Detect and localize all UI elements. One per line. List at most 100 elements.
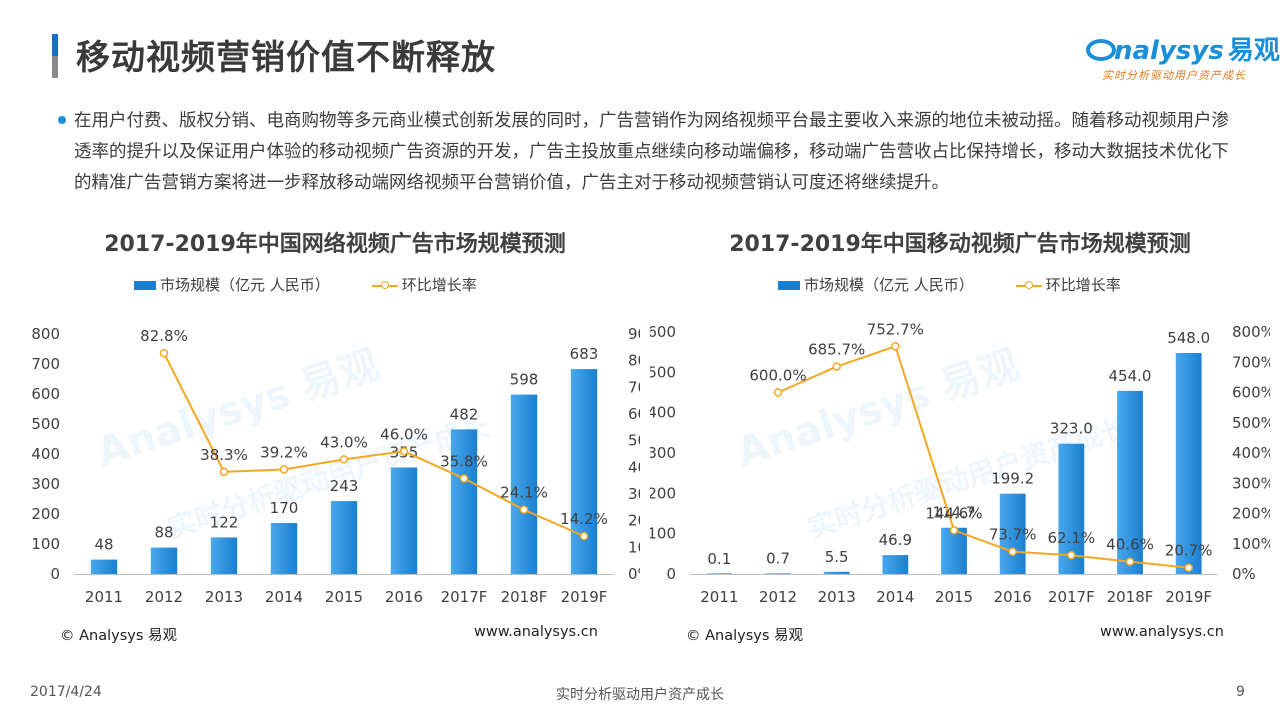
y-tick-right: 70% xyxy=(628,378,640,396)
x-tick-label: 2018F xyxy=(501,588,548,606)
x-tick-label: 2011 xyxy=(85,588,123,606)
x-tick-label: 2015 xyxy=(935,588,973,606)
growth-label: 144.6% xyxy=(925,504,982,522)
y-tick-right: 600% xyxy=(1232,384,1270,402)
growth-point xyxy=(1184,563,1193,572)
y-tick-left: 200 xyxy=(31,505,60,523)
bar-value-label: 323.0 xyxy=(1050,420,1093,438)
y-tick-left: 600 xyxy=(650,323,676,341)
bar xyxy=(270,523,298,574)
logo-text: nalysys xyxy=(1114,36,1224,66)
chart-online-video-ads: 2017-2019年中国网络视频广告市场规模预测 市场规模（亿元 人民币） 环比增… xyxy=(30,226,640,646)
x-tick-label: 2019F xyxy=(1165,588,1212,606)
growth-label: 24.1% xyxy=(500,484,548,502)
bar xyxy=(210,537,238,574)
page-number: 9 xyxy=(1236,684,1245,700)
footer-tagline: 实时分析驱动用户资产成长 xyxy=(556,687,724,703)
y-tick-left: 800 xyxy=(31,325,60,343)
growth-label: 39.2% xyxy=(260,443,308,461)
x-tick-label: 2015 xyxy=(325,588,363,606)
x-tick-label: 2013 xyxy=(205,588,243,606)
y-tick-right: 0% xyxy=(628,565,640,583)
growth-label: 20.7% xyxy=(1165,542,1213,560)
growth-point xyxy=(832,362,841,371)
bar-value-label: 683 xyxy=(570,345,599,363)
growth-point xyxy=(159,348,169,358)
bar-value-label: 199.2 xyxy=(991,470,1034,488)
y-tick-left: 300 xyxy=(31,475,60,493)
body-paragraph: 在用户付费、版权分销、电商购物等多元商业模式创新发展的同时，广告营销作为网络视频… xyxy=(74,111,1229,193)
bar-value-label: 48 xyxy=(94,536,113,554)
y-tick-left: 700 xyxy=(31,355,60,373)
bar-value-label: 122 xyxy=(210,513,239,531)
bar-value-label: 454.0 xyxy=(1109,367,1152,385)
growth-point xyxy=(773,388,783,397)
growth-label: 35.8% xyxy=(440,453,488,471)
website: www.analysys.cn xyxy=(1100,624,1224,640)
growth-point xyxy=(459,474,469,483)
chart-svg: 0 100 200 300 400 500 600 700 800 0% 10% 20% 30% 40% 5… xyxy=(31,325,640,606)
bar xyxy=(882,555,909,574)
growth-point xyxy=(1008,547,1017,556)
website: www.analysys.cn xyxy=(474,624,598,640)
bar-value-label: 243 xyxy=(330,477,359,495)
bar xyxy=(330,501,358,574)
growth-point xyxy=(891,342,900,351)
y-tick-right: 40% xyxy=(628,458,640,476)
bullet-icon xyxy=(58,116,66,124)
bar-value-label: 170 xyxy=(270,499,299,517)
y-tick-left: 0 xyxy=(50,565,60,583)
growth-label: 82.8% xyxy=(140,327,188,345)
title-accent-bar-secondary xyxy=(52,56,58,78)
legend-line-label: 环比增长率 xyxy=(1045,276,1121,294)
legend-line-swatch xyxy=(1015,280,1042,289)
bar-value-label: 5.5 xyxy=(825,548,849,566)
x-tick-label: 2014 xyxy=(876,588,914,606)
bar xyxy=(1175,352,1202,574)
growth-label: 46.0% xyxy=(380,425,428,443)
x-tick-label: 2014 xyxy=(265,588,303,606)
y-tick-right: 400% xyxy=(1232,444,1270,462)
y-tick-left: 100 xyxy=(31,535,60,553)
growth-line xyxy=(777,345,1189,569)
chart-legend: 市场规模（亿元 人民币） 环比增长率 xyxy=(134,274,519,295)
y-tick-left: 500 xyxy=(650,363,676,381)
x-tick-label: 2016 xyxy=(385,588,423,606)
x-tick-label: 2012 xyxy=(759,588,797,606)
x-tick-label: 2012 xyxy=(145,588,183,606)
bar-value-label: 548.0 xyxy=(1167,329,1210,347)
y-tick-right: 30% xyxy=(628,485,640,503)
logo-o-icon xyxy=(1086,38,1116,61)
y-tick-right: 80% xyxy=(628,352,640,370)
x-tick-label: 2018F xyxy=(1107,588,1154,606)
y-tick-left: 600 xyxy=(31,385,60,403)
legend-bar-swatch xyxy=(134,281,156,290)
bar xyxy=(150,547,178,574)
x-tick-label: 2019F xyxy=(561,588,608,606)
y-tick-left: 400 xyxy=(31,445,60,463)
growth-label: 40.6% xyxy=(1106,536,1154,554)
chart-title: 2017-2019年中国移动视频广告市场规模预测 xyxy=(729,232,1191,257)
bar-value-label: 0.7 xyxy=(766,550,790,568)
legend-line-swatch xyxy=(371,280,398,289)
growth-label: 600.0% xyxy=(749,367,806,385)
logo-cn: 易观 xyxy=(1227,36,1280,66)
bar xyxy=(999,493,1026,574)
page-title: 移动视频营销价值不断释放 xyxy=(76,38,496,78)
growth-point xyxy=(949,526,959,535)
chart-legend: 市场规模（亿元 人民币） 环比增长率 xyxy=(778,274,1163,295)
bar-value-label: 114.7 xyxy=(933,504,976,522)
growth-label: 14.2% xyxy=(560,510,608,528)
analysys-logo: nalysys 易观 实时分析驱动用户资产成长 xyxy=(1086,30,1280,82)
y-tick-left: 100 xyxy=(650,525,676,543)
growth-point xyxy=(219,467,229,477)
y-tick-right: 50% xyxy=(628,432,640,450)
bar-value-label: 88 xyxy=(154,524,173,542)
bar-value-label: 0.1 xyxy=(707,550,731,568)
growth-point xyxy=(579,531,589,541)
bar xyxy=(450,429,478,574)
y-tick-right: 100% xyxy=(1232,535,1270,553)
chart-title: 2017-2019年中国网络视频广告市场规模预测 xyxy=(104,232,566,257)
growth-point xyxy=(1125,557,1135,566)
growth-line xyxy=(163,352,585,538)
